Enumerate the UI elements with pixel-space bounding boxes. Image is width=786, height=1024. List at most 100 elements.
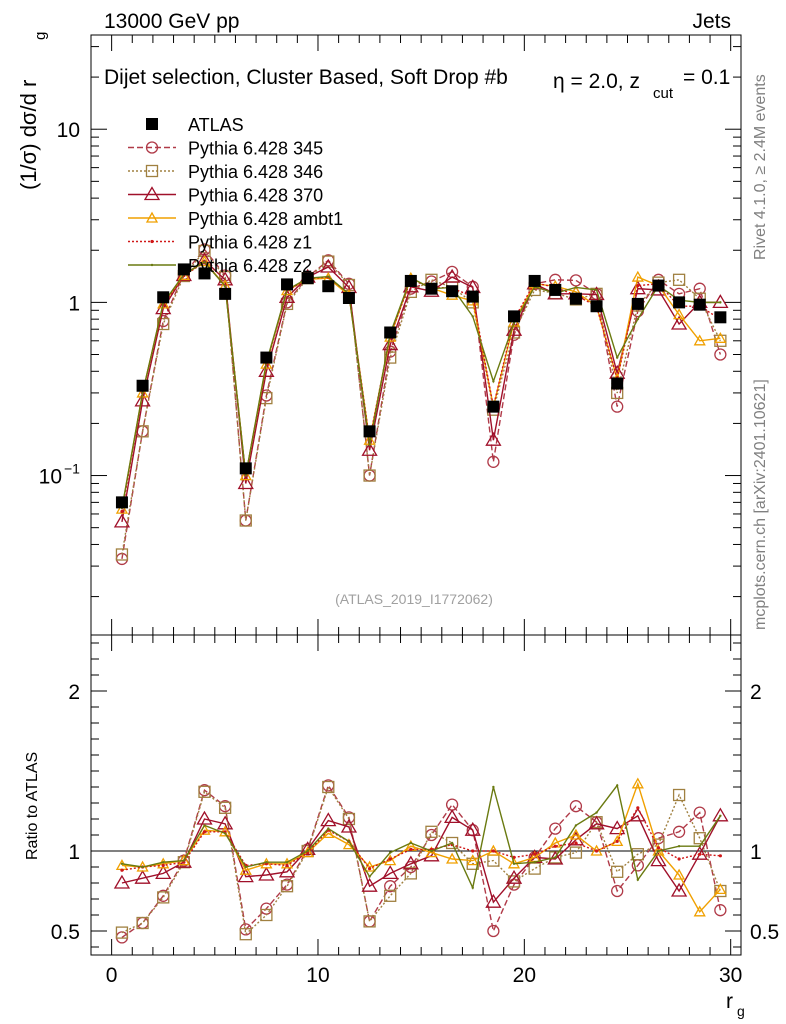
ratio-y-label: Ratio to ATLAS	[24, 752, 41, 860]
mcplots-label: mcplots.cern.ch [arXiv:2401.10621]	[752, 379, 769, 630]
legend-label: Pythia 6.428 346	[188, 162, 323, 182]
legend-entry: Pythia 6.428 345	[128, 139, 323, 159]
data-point	[120, 862, 124, 865]
ratio-x-ticks: 0 10 20 30	[106, 635, 742, 987]
data-point	[487, 924, 500, 938]
data-point	[650, 852, 667, 867]
data-point	[384, 351, 397, 364]
data-point	[693, 806, 706, 819]
data-point	[528, 862, 541, 875]
beta-text: η = 2.0, z	[553, 70, 640, 93]
data-point	[714, 311, 727, 324]
data-point	[631, 297, 644, 310]
y-tick-label: 0.5	[51, 921, 80, 944]
data-point	[363, 425, 376, 438]
data-point	[382, 865, 399, 880]
y-tick-label-exponent: −1	[64, 461, 80, 477]
data-point	[361, 877, 378, 892]
data-point	[485, 431, 502, 446]
data-point	[223, 832, 227, 835]
data-point	[155, 865, 172, 880]
data-point	[258, 866, 275, 881]
data-point	[216, 815, 234, 830]
series-pythia-6-428-ambt1	[115, 255, 727, 514]
data-point	[285, 861, 289, 864]
data-point	[322, 280, 335, 293]
data-point	[219, 287, 232, 300]
data-point	[182, 859, 186, 862]
data-point	[549, 822, 562, 835]
data-point	[157, 297, 170, 309]
data-point	[672, 273, 686, 286]
data-point	[113, 513, 131, 528]
data-point	[244, 865, 247, 869]
data-point	[285, 863, 289, 868]
ratio-series-pythia-6-428-z1	[120, 806, 722, 872]
data-point	[693, 905, 706, 917]
data-point	[611, 865, 624, 878]
ratio-series-pythia-6-428-z2	[120, 783, 722, 891]
data-point	[446, 285, 459, 298]
series-line	[121, 260, 721, 510]
data-point	[203, 824, 206, 827]
main-y-label: (1/σ) dσ/d r	[16, 80, 41, 190]
legend-entry: ATLAS	[146, 115, 244, 135]
data-point	[595, 811, 598, 814]
data-point	[595, 288, 598, 292]
data-point	[712, 294, 729, 309]
data-point	[150, 239, 154, 244]
data-point	[464, 821, 481, 836]
data-point	[368, 875, 371, 878]
data-point	[471, 315, 474, 318]
legend-label: Pythia 6.428 z2	[188, 256, 312, 276]
data-point	[162, 861, 165, 864]
selection-title: Dijet selection, Cluster Based, Soft Dro…	[104, 66, 508, 89]
data-point	[260, 908, 273, 922]
data-point	[260, 351, 273, 364]
beta-label: η = 2.0, z	[553, 70, 640, 93]
data-point	[115, 548, 129, 561]
data-point	[281, 278, 294, 291]
data-point	[425, 825, 438, 838]
data-point	[574, 841, 578, 845]
data-point	[141, 391, 144, 395]
data-point	[615, 839, 619, 844]
data-point	[150, 263, 154, 267]
data-point	[384, 889, 397, 902]
data-point	[237, 868, 254, 883]
series-line	[121, 259, 721, 523]
analysis-id: (ATLAS_2019_I1772062)	[335, 591, 493, 607]
data-point	[361, 441, 378, 456]
y-tick-label: 0.5	[750, 921, 779, 944]
data-point	[237, 475, 254, 490]
main-series	[113, 243, 729, 566]
data-point	[657, 849, 660, 853]
legend-label: Pythia 6.428 z1	[188, 233, 312, 253]
legend-entry: Pythia 6.428 z2	[128, 256, 312, 276]
energy-label: 13000 GeV pp	[104, 10, 239, 33]
data-point	[115, 502, 129, 514]
data-point	[363, 860, 376, 872]
data-point	[714, 904, 727, 917]
data-point	[698, 845, 701, 848]
data-point	[466, 290, 479, 303]
series-pythia-6-428-z2	[120, 260, 722, 510]
data-point	[588, 815, 605, 830]
data-point	[425, 846, 438, 858]
data-point	[443, 809, 461, 824]
data-point	[265, 861, 268, 864]
data-point	[244, 474, 247, 477]
data-point	[673, 296, 686, 309]
x-tick-label: 20	[513, 964, 536, 987]
data-point	[363, 915, 376, 928]
data-point	[342, 812, 356, 826]
ratio-line	[121, 806, 721, 871]
data-point	[404, 867, 417, 880]
data-point	[145, 164, 159, 178]
data-point	[340, 818, 358, 833]
data-point	[588, 286, 605, 301]
main-x-ticks	[111, 35, 732, 635]
data-point	[239, 863, 252, 875]
legend-entry: Pythia 6.428 z1	[128, 233, 312, 253]
data-point	[508, 310, 521, 323]
